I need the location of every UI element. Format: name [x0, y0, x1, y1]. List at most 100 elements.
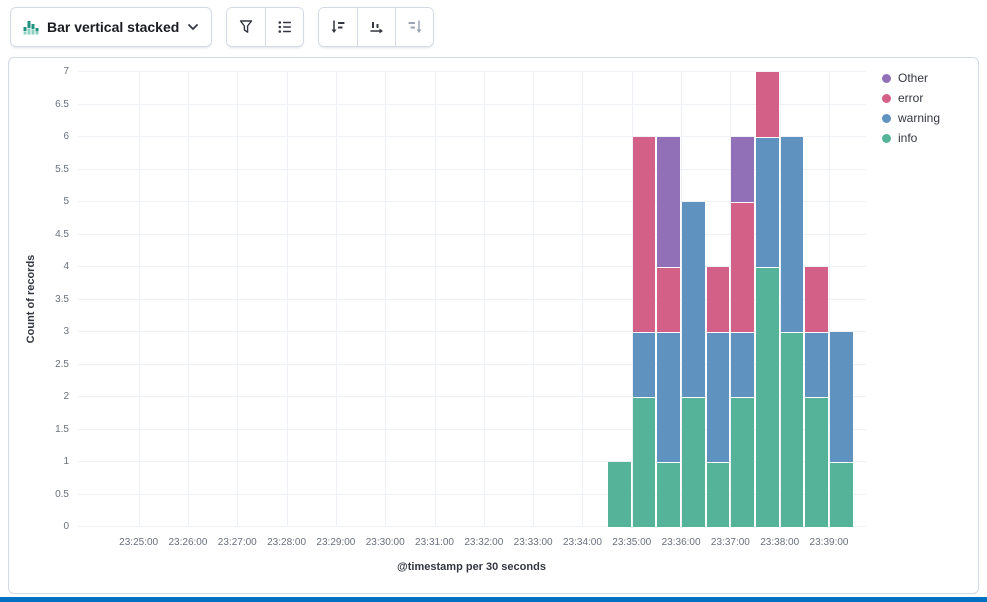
- bar-segment-error[interactable]: [731, 202, 755, 332]
- bar-segment-warning[interactable]: [756, 137, 779, 267]
- bar-segment-warning[interactable]: [731, 332, 755, 397]
- legend-button[interactable]: [265, 8, 304, 46]
- bar-segment-info[interactable]: [780, 332, 804, 527]
- stacked-bar[interactable]: [830, 72, 853, 527]
- bar-segment-error[interactable]: [706, 267, 730, 332]
- vertical-gridline: [237, 72, 239, 527]
- legend-icon: [278, 21, 291, 33]
- bar-segment-info[interactable]: [657, 462, 681, 527]
- bar-segment-info[interactable]: [706, 462, 730, 527]
- bar-segment-info[interactable]: [731, 397, 755, 527]
- x-axis-tick-label: 23:33:00: [513, 537, 553, 548]
- stacked-bar[interactable]: [780, 72, 804, 527]
- vertical-gridline: [335, 72, 337, 527]
- bar-segment-warning[interactable]: [632, 332, 656, 397]
- left-axis-icon: [331, 20, 345, 33]
- legend-label: warning: [898, 111, 941, 125]
- visual-options-icon: [240, 20, 253, 33]
- y-axis-tick-label: 4.5: [55, 228, 69, 240]
- legend-color-dot: [882, 114, 891, 123]
- right-axis-icon: [408, 20, 422, 33]
- y-axis-tick-label: 1.5: [55, 423, 69, 435]
- vertical-gridline: [681, 72, 683, 527]
- vertical-gridline: [582, 72, 584, 527]
- y-axis-tick-label: 6.5: [55, 98, 69, 110]
- x-axis-tick-label: 23:39:00: [809, 537, 849, 548]
- bottom-accent-bar: [0, 597, 987, 602]
- vertical-gridline: [434, 72, 436, 527]
- bar-segment-info[interactable]: [682, 397, 705, 527]
- bar-segment-warning[interactable]: [830, 332, 853, 462]
- legend-label: info: [898, 131, 918, 145]
- legend-item-info[interactable]: info: [882, 132, 970, 145]
- legend-item-warning[interactable]: warning: [882, 112, 970, 125]
- bar-segment-warning[interactable]: [805, 332, 829, 397]
- y-axis-tick-label: 5.5: [55, 163, 69, 175]
- y-axis-tick-label: 7: [63, 66, 69, 77]
- bar-segment-error[interactable]: [632, 137, 656, 332]
- x-axis-tick-label: 23:36:00: [661, 537, 701, 548]
- y-axis-tick-label: 3: [63, 326, 69, 337]
- y-axis-tick-label: 2.5: [55, 358, 69, 370]
- stacked-bar[interactable]: [805, 72, 829, 527]
- bar-segment-info[interactable]: [756, 267, 779, 527]
- stacked-bar[interactable]: [731, 72, 755, 527]
- vertical-gridline: [533, 72, 535, 527]
- x-axis-tick-label: 23:38:00: [760, 537, 800, 548]
- y-axis-tick-label: 0.5: [55, 488, 69, 500]
- y-axis-title: Count of records: [25, 254, 37, 344]
- chart-type-switcher[interactable]: Bar vertical stacked: [10, 7, 213, 47]
- horizontal-gridline: [77, 493, 866, 495]
- vertical-gridline: [286, 72, 288, 527]
- x-axis-tick-label: 23:35:00: [612, 537, 652, 548]
- horizontal-gridline: [77, 201, 866, 202]
- x-axis-tick-label: 23:29:00: [316, 537, 356, 548]
- legend-item-other[interactable]: Other: [882, 72, 970, 85]
- stacked-bar[interactable]: [657, 72, 681, 527]
- y-axis-tick-label: 6: [63, 131, 69, 142]
- horizontal-gridline: [77, 526, 866, 527]
- x-axis-tick-label: 23:26:00: [168, 537, 208, 548]
- right-axis-button[interactable]: [395, 8, 434, 46]
- chart-panel: Count of records @timestamp per 30 secon…: [8, 57, 979, 594]
- y-axis-tick-label: 1: [63, 456, 69, 467]
- vertical-gridline: [829, 72, 831, 527]
- horizontal-gridline: [77, 168, 866, 170]
- legend-color-dot: [882, 94, 891, 103]
- bar-segment-info[interactable]: [805, 397, 829, 527]
- stacked-bar[interactable]: [608, 72, 631, 527]
- y-axis-tick-label: 0: [63, 521, 69, 532]
- horizontal-gridline: [77, 71, 866, 72]
- left-axis-button[interactable]: [319, 8, 358, 46]
- stacked-bar[interactable]: [756, 72, 779, 527]
- horizontal-gridline: [77, 428, 866, 430]
- stacked-bar[interactable]: [632, 72, 656, 527]
- bar-segment-warning[interactable]: [682, 202, 705, 397]
- horizontal-gridline: [77, 103, 866, 105]
- x-axis-tick-label: 23:28:00: [267, 537, 307, 548]
- vertical-gridline: [138, 72, 140, 527]
- bar-segment-error[interactable]: [805, 267, 829, 332]
- bottom-axis-button[interactable]: [357, 8, 396, 46]
- legend-item-error[interactable]: error: [882, 92, 970, 105]
- bottom-axis-icon: [370, 22, 383, 34]
- horizontal-gridline: [77, 298, 866, 300]
- bar-segment-info[interactable]: [608, 462, 631, 527]
- display-options-group: [226, 7, 305, 47]
- bar-segment-error[interactable]: [657, 267, 681, 332]
- bar-segment-warning[interactable]: [657, 332, 681, 462]
- stacked-bar[interactable]: [706, 72, 730, 527]
- bar-segment-error[interactable]: [756, 72, 779, 137]
- horizontal-gridline: [77, 461, 866, 462]
- bar-segment-info[interactable]: [632, 397, 656, 527]
- bar-segment-other[interactable]: [731, 137, 755, 202]
- x-axis-tick-label: 23:27:00: [217, 537, 257, 548]
- x-axis-tick-label: 23:34:00: [562, 537, 602, 548]
- bar-segment-info[interactable]: [830, 462, 853, 527]
- vertical-gridline: [483, 72, 485, 527]
- bar-segment-other[interactable]: [657, 137, 681, 267]
- bar-segment-warning[interactable]: [706, 332, 730, 462]
- visual-options-button[interactable]: [227, 8, 266, 46]
- bar-segment-warning[interactable]: [780, 137, 804, 332]
- stacked-bar[interactable]: [682, 72, 705, 527]
